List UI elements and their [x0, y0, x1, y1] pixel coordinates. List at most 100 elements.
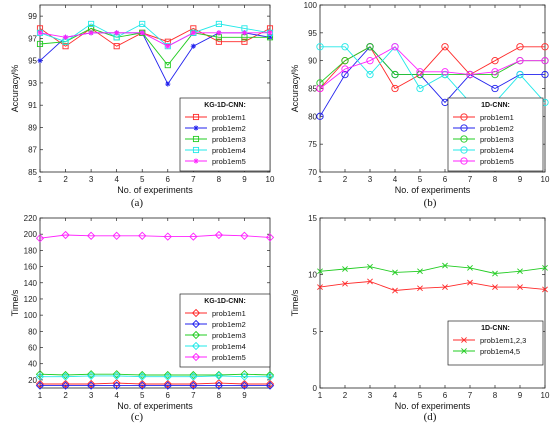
x-tick-label: 4	[393, 175, 398, 184]
series-line	[319, 46, 545, 89]
data-point	[189, 232, 198, 241]
series-line	[39, 27, 271, 47]
x-tick-label: 6	[166, 175, 171, 184]
x-tick-label: 7	[191, 391, 196, 400]
data-point	[165, 43, 171, 49]
x-tick-label: 10	[541, 175, 550, 184]
data-point	[112, 379, 121, 388]
x-tick-label: 9	[518, 391, 523, 400]
y-tick-label: 220	[24, 214, 38, 223]
y-tick-label: 100	[24, 311, 38, 320]
panel-caption: (a)	[131, 197, 144, 209]
y-tick-label: 91	[28, 101, 37, 110]
y-tick-label: 10	[308, 271, 317, 280]
x-tick-label: 2	[63, 175, 68, 184]
data-point	[492, 270, 498, 277]
series-line	[40, 382, 270, 385]
x-tick-label: 5	[418, 175, 423, 184]
x-tick-label: 2	[63, 391, 68, 400]
x-tick-label: 4	[114, 391, 119, 400]
data-point	[416, 68, 424, 76]
legend-entry: prob1em5	[480, 157, 514, 166]
y-tick-label: 95	[28, 57, 37, 66]
chart-panel-3: 1 2 3 4 5 6 7 8 9 20 40 60 80 100 120 140 160 180 200 220 No…	[10, 214, 275, 423]
data-point	[416, 84, 424, 93]
legend-entry: prob1em2	[480, 124, 514, 133]
panel-caption: (c)	[131, 411, 144, 423]
data-point	[86, 381, 96, 390]
y-tick-label: 85	[308, 85, 317, 94]
chart-panel-4: 1 2 3 4 5 6 7 8 9 10 0 5 10 15 No. of experiments Time/…	[290, 214, 550, 423]
data-point	[265, 379, 275, 389]
data-point	[341, 57, 349, 65]
data-point	[441, 43, 449, 51]
x-tick-label: 10	[541, 391, 550, 400]
x-axis-label: No. of experiments	[117, 185, 193, 195]
x-axis-label: No. of experiments	[395, 185, 471, 195]
y-axis-label: Accuracy/%	[10, 65, 20, 113]
data-point	[61, 370, 70, 380]
data-point	[86, 371, 96, 380]
y-axis-label: Time/s	[10, 289, 20, 316]
legend-entry: prob1em4,5	[480, 347, 520, 356]
data-point	[189, 370, 198, 380]
data-point	[265, 381, 275, 390]
legend-swatch-marker	[191, 319, 201, 329]
legend-entry: prob1em2	[212, 124, 246, 133]
data-point	[138, 370, 147, 380]
x-tick-label: 3	[368, 175, 373, 184]
y-tick-label: 80	[308, 112, 317, 121]
y-tick-label: 95	[308, 29, 317, 38]
legend: 1D-CNN: prob1em1,2,3 prob1em4,5	[447, 320, 544, 366]
data-point	[316, 43, 324, 51]
legend-entry: prob1em1	[212, 113, 246, 122]
data-point	[265, 372, 275, 381]
data-point	[240, 231, 249, 240]
data-point	[138, 231, 147, 240]
data-point	[189, 372, 198, 381]
data-point	[62, 43, 69, 50]
data-point	[138, 379, 147, 389]
data-point	[88, 30, 94, 36]
y-axis-label: Accuracy/%	[290, 65, 300, 113]
data-point	[163, 372, 172, 381]
data-point	[35, 234, 45, 243]
legend-swatch-marker	[192, 113, 200, 121]
legend-title: 1D-CNN:	[481, 325, 510, 332]
legend-swatch-marker	[193, 158, 199, 164]
data-point	[516, 43, 524, 51]
data-point	[491, 84, 499, 93]
x-tick-label: 7	[468, 175, 473, 184]
data-point	[138, 381, 147, 390]
x-tick-label: 1	[318, 391, 323, 400]
data-point	[392, 269, 398, 276]
data-point	[216, 30, 222, 36]
legend-box	[447, 320, 544, 366]
chart-panel-2: 1 2 3 4 5 6 7 8 9 10 70 75 80 85 90 95 100 No. of experim…	[290, 1, 550, 209]
series-line	[320, 46, 546, 103]
data-point	[516, 70, 524, 79]
x-tick-label: 7	[191, 175, 196, 184]
data-point	[492, 284, 498, 291]
data-point	[241, 30, 248, 36]
x-tick-label: 6	[166, 391, 171, 400]
data-point	[112, 371, 121, 380]
data-point	[417, 285, 423, 292]
y-tick-label: 93	[28, 79, 37, 88]
y-tick-label: 160	[24, 263, 38, 272]
legend-entry: prob1em4	[212, 146, 246, 155]
data-point	[214, 381, 224, 390]
data-point	[139, 30, 145, 36]
y-tick-label: 200	[24, 230, 38, 239]
data-point	[341, 65, 349, 73]
series-prob1em4,5	[317, 262, 548, 277]
data-point	[189, 381, 198, 390]
x-axis-label: No. of experiments	[395, 401, 471, 411]
x-tick-label: 2	[343, 391, 348, 400]
y-axis-label: Time/s	[290, 289, 300, 316]
x-tick-label: 8	[217, 391, 222, 400]
data-point	[61, 230, 70, 240]
legend-entry: prob1em4	[212, 342, 246, 351]
data-point	[265, 233, 275, 242]
